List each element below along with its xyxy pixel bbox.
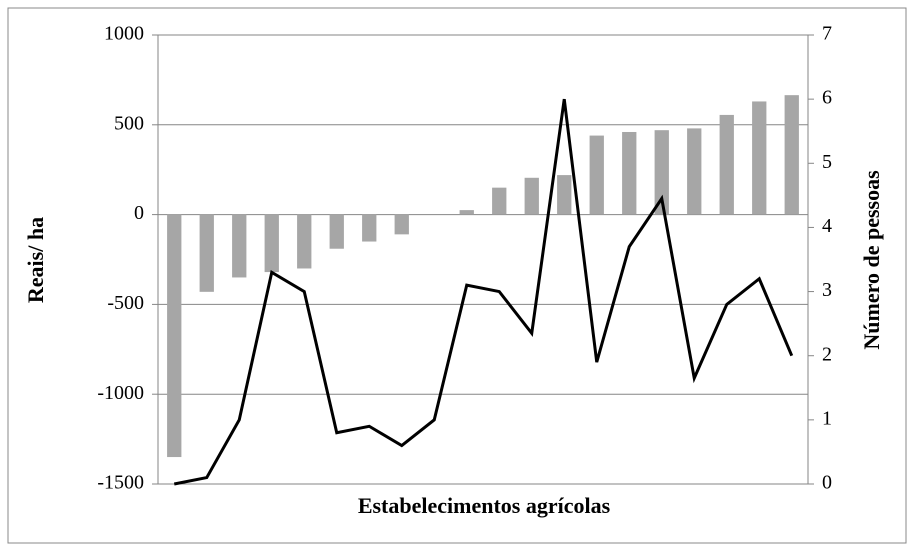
y-tick-label: 0	[134, 202, 144, 224]
y-tick-label: -1000	[97, 382, 144, 404]
y2-axis-title: Número de pessoas	[859, 170, 884, 350]
bar	[264, 214, 279, 273]
bar	[752, 101, 767, 215]
y2-tick-label: 5	[822, 151, 832, 173]
x-axis-title: Estabelecimentos agrícolas	[358, 493, 611, 518]
y2-tick-label: 7	[822, 23, 832, 45]
bar	[232, 214, 247, 278]
y-tick-label: 1000	[104, 23, 144, 45]
y2-tick-label: 1	[822, 407, 832, 429]
y-axis-title: Reais/ ha	[23, 217, 48, 303]
y-tick-label: -1500	[97, 472, 144, 494]
bar	[654, 130, 669, 215]
bar	[784, 95, 799, 215]
y2-tick-label: 3	[822, 279, 832, 301]
bar	[459, 210, 474, 215]
bar	[297, 214, 312, 269]
bar	[329, 214, 344, 249]
bar	[492, 187, 507, 215]
bar	[719, 114, 734, 215]
y2-tick-label: 0	[822, 472, 832, 494]
bar	[394, 214, 409, 235]
bar	[557, 175, 572, 215]
bar	[167, 214, 182, 458]
y2-tick-label: 6	[822, 87, 832, 109]
bar	[524, 177, 539, 215]
y-tick-label: 500	[114, 112, 144, 134]
bar	[687, 128, 702, 215]
bar	[589, 135, 604, 215]
chart-frame	[7, 7, 907, 544]
y2-tick-label: 4	[822, 215, 832, 237]
line	[173, 98, 794, 486]
y-tick-label: -500	[107, 292, 144, 314]
y2-tick-label: 2	[822, 343, 832, 365]
bar	[362, 214, 377, 242]
bar	[622, 131, 637, 215]
bar	[199, 214, 214, 292]
